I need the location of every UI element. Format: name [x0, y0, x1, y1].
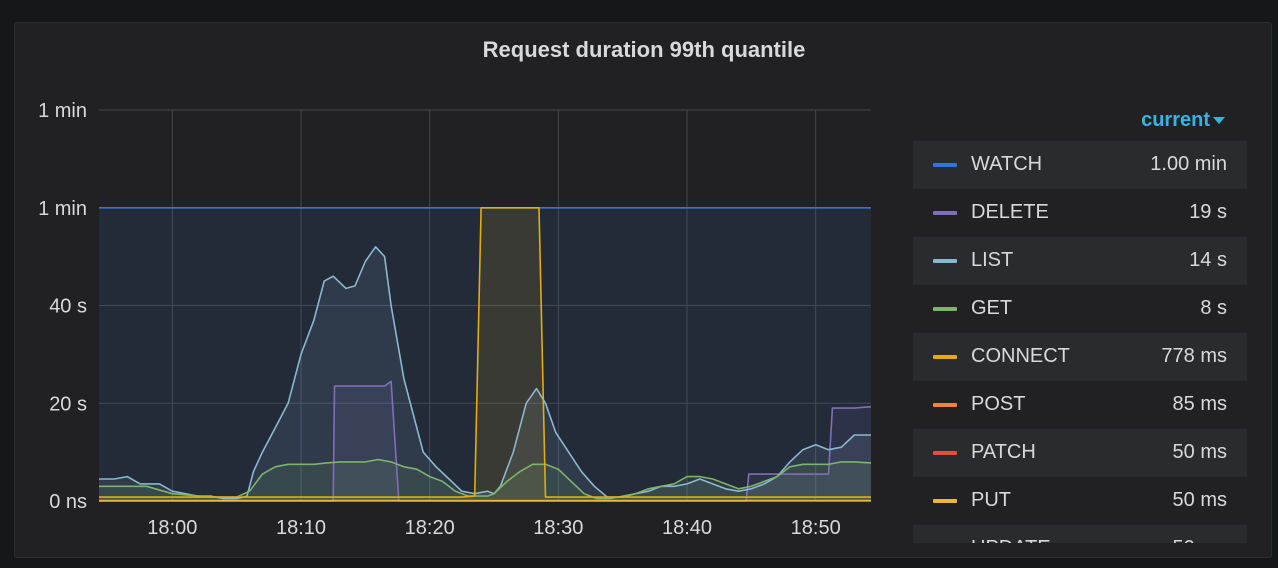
legend-series-name[interactable]: UPDATE: [971, 537, 1051, 543]
legend-swatch-icon[interactable]: [933, 355, 957, 359]
legend-item-list[interactable]: LIST 14 s: [913, 237, 1247, 285]
legend-current-value: 778 ms: [1161, 345, 1227, 367]
y-tick-label: 1 min: [38, 100, 87, 122]
caret-down-icon: [1213, 117, 1225, 125]
legend-item-update[interactable]: UPDATE 50 ms: [913, 525, 1247, 543]
y-tick-label: 20 s: [49, 393, 87, 415]
y-tick-label: 1 min: [38, 198, 87, 220]
legend-swatch-icon[interactable]: [933, 211, 957, 215]
series-area-list: [99, 246, 871, 501]
legend-item-post[interactable]: POST 85 ms: [913, 381, 1247, 429]
series-line-get: [99, 458, 872, 500]
legend-series-name[interactable]: WATCH: [971, 153, 1043, 175]
legend-current-value: 8 s: [1200, 297, 1227, 319]
y-tick-label: 40 s: [49, 296, 87, 318]
legend-current-value: 50 ms: [1173, 537, 1227, 543]
x-tick-label: 18:10: [276, 517, 326, 539]
chart-panel: Request duration 99th quantile 0 ns 20 s 4…: [14, 22, 1272, 558]
legend-series-name[interactable]: PUT: [971, 489, 1011, 511]
legend-current-value: 14 s: [1189, 249, 1227, 271]
x-tick-label: 18:20: [405, 517, 455, 539]
legend-item-get[interactable]: GET 8 s: [913, 285, 1247, 333]
legend-series-name[interactable]: CONNECT: [971, 345, 1070, 367]
legend-sort-header[interactable]: current: [1141, 109, 1225, 132]
legend-swatch-icon[interactable]: [933, 499, 957, 503]
legend-current-value: 50 ms: [1172, 441, 1227, 463]
legend-item-delete[interactable]: DELETE 19 s: [913, 189, 1247, 237]
series-area-watch: [99, 207, 871, 502]
legend-swatch-icon[interactable]: [933, 451, 957, 455]
legend-swatch-icon[interactable]: [933, 163, 957, 167]
legend-series-name[interactable]: DELETE: [971, 201, 1049, 223]
legend-series-name[interactable]: LIST: [971, 249, 1014, 271]
x-tick-label: 18:40: [662, 517, 712, 539]
series-area-connect: [99, 207, 871, 502]
y-tick-label: 0 ns: [49, 491, 87, 513]
x-tick-label: 18:00: [147, 517, 197, 539]
legend-swatch-icon[interactable]: [933, 259, 957, 263]
legend-series-name[interactable]: PATCH: [971, 441, 1036, 463]
x-tick-label: 18:30: [533, 517, 583, 539]
legend-item-patch[interactable]: PATCH 50 ms: [913, 429, 1247, 477]
legend-item-connect[interactable]: CONNECT 778 ms: [913, 333, 1247, 381]
legend-current-value: 50 ms: [1172, 489, 1227, 511]
panel-title[interactable]: Request duration 99th quantile: [482, 37, 806, 62]
legend-item-watch[interactable]: WATCH 1.00 min: [913, 141, 1247, 189]
legend-swatch-icon[interactable]: [933, 403, 957, 407]
legend-current-value: 19 s: [1189, 201, 1227, 223]
legend-current-value: 85 ms: [1172, 393, 1227, 415]
chart-plot: 0 ns 20 s 40 s 1 min 1 min 18:00 18:10 18:20 18:…: [38, 100, 872, 539]
legend-current-value: 1.00 min: [1150, 153, 1227, 175]
series-area-delete: [99, 381, 871, 501]
legend: current WATCH 1.00 min DELETE 19 s LIST 14 s G…: [913, 107, 1247, 543]
series-line-list: [99, 246, 871, 500]
legend-series-name[interactable]: POST: [971, 393, 1026, 415]
legend-swatch-icon[interactable]: [933, 307, 957, 311]
legend-rows: WATCH 1.00 min DELETE 19 s LIST 14 s GET 8 s CON…: [913, 141, 1247, 543]
x-tick-label: 18:50: [791, 517, 841, 539]
legend-item-put[interactable]: PUT 50 ms: [913, 477, 1247, 525]
series-line-connect: [99, 207, 871, 498]
legend-series-name[interactable]: GET: [971, 297, 1013, 319]
series-area-get: [99, 459, 871, 501]
